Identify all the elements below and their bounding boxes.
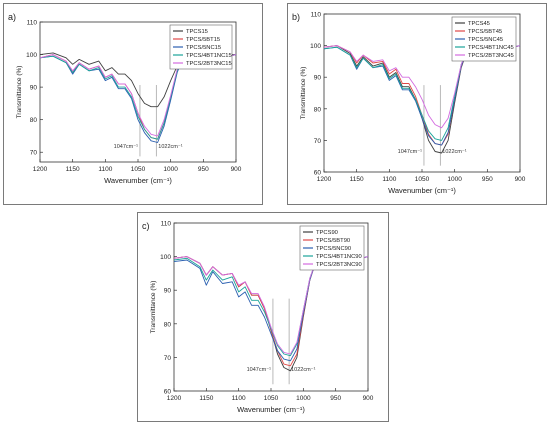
y-tick-label: 80 [164, 321, 172, 328]
y-tick-label: 90 [314, 75, 322, 82]
legend-label: TPCS/5NC15 [186, 45, 221, 51]
chart-panel-c: c) 60 70 80 90 100 110 1200 1150 1100 1050 1000 950… [137, 212, 389, 422]
legend-label: TPCS45 [468, 21, 490, 27]
x-tick-label: 1100 [98, 166, 112, 173]
annotation-label: 1047cm⁻¹ [247, 367, 271, 373]
x-tick-label: 1050 [131, 166, 146, 173]
y-tick-label: 60 [314, 170, 322, 177]
legend-label: TPCS/5NC90 [316, 246, 351, 252]
series-line [173, 254, 369, 372]
x-tick-label: 1150 [66, 166, 80, 173]
y-tick-label: 60 [164, 389, 172, 396]
series-line [173, 254, 369, 362]
chart-panel-a: a) 70 80 90 100 110 1200 1150 1100 1050 1000 950 90… [3, 3, 263, 205]
x-tick-label: 1000 [447, 176, 462, 183]
legend-label: TPCS/2BT3NC45 [468, 53, 514, 59]
x-axis-label: Wavenumber (cm⁻¹) [237, 405, 305, 414]
legend-label: TPCS/5BT90 [316, 238, 350, 244]
y-tick-label: 70 [164, 355, 172, 362]
y-axis-label: Transmittance (%) [16, 66, 23, 119]
chart-panel-b: b) 60 70 80 90 100 110 1200 1150 1100 1050 1000 950… [287, 3, 547, 205]
y-tick-label: 90 [164, 288, 172, 295]
x-axis-label: Wavenumber (cm⁻¹) [104, 176, 172, 185]
legend-label: TPCS/5NC45 [468, 37, 503, 43]
legend-label: TPCS90 [316, 230, 338, 236]
y-tick-label: 100 [26, 52, 37, 59]
legend-label: TPCS15 [186, 29, 208, 35]
x-tick-label: 1150 [350, 176, 364, 183]
legend-label: TPCS/5BT15 [186, 37, 220, 43]
y-tick-label: 100 [310, 43, 321, 50]
series-line [173, 254, 369, 367]
x-tick-label: 1050 [264, 395, 279, 402]
y-tick-label: 110 [311, 12, 322, 19]
legend-label: TPCS/5BT45 [468, 29, 502, 35]
legend-label: TPCS/4BT1NC45 [468, 45, 514, 51]
legend-label: TPCS/2BT3NC90 [316, 262, 362, 268]
x-tick-label: 1200 [317, 176, 332, 183]
x-tick-label: 1200 [167, 395, 182, 402]
x-tick-label: 900 [515, 176, 526, 183]
panel-label: a) [8, 12, 17, 22]
panel-label: c) [142, 221, 150, 231]
legend-label: TPCS/4BT1NC90 [316, 254, 362, 260]
panel-label: b) [292, 12, 301, 22]
x-tick-label: 950 [482, 176, 493, 183]
x-tick-label: 950 [330, 395, 341, 402]
annotation-label: 1022cm⁻¹ [442, 149, 466, 155]
x-tick-label: 900 [231, 166, 242, 173]
legend-label: TPCS/4BT1NC15 [186, 53, 232, 59]
y-tick-label: 110 [27, 20, 38, 27]
x-tick-label: 1050 [415, 176, 430, 183]
annotation-label: 1047cm⁻¹ [114, 144, 138, 150]
y-axis-label: Transmittance (%) [300, 67, 307, 120]
y-tick-label: 80 [314, 106, 322, 113]
y-axis-label: Transmittance (%) [150, 281, 157, 334]
x-tick-label: 950 [198, 166, 209, 173]
x-tick-label: 1000 [296, 395, 311, 402]
annotation-label: 1022cm⁻¹ [291, 367, 315, 373]
x-axis-label: Wavenumber (cm⁻¹) [388, 186, 456, 195]
y-tick-label: 110 [161, 221, 172, 228]
x-tick-label: 900 [363, 395, 374, 402]
legend-label: TPCS/2BT3NC15 [186, 61, 232, 67]
ftir-chart-b: 60 70 80 90 100 110 1200 1150 1100 1050 1000 950 900… [300, 12, 526, 196]
y-tick-label: 80 [30, 117, 38, 124]
y-tick-label: 100 [160, 254, 171, 261]
x-tick-label: 1100 [232, 395, 246, 402]
x-tick-label: 1000 [163, 166, 178, 173]
annotation-label: 1047cm⁻¹ [398, 149, 422, 155]
x-tick-label: 1200 [33, 166, 48, 173]
y-tick-label: 70 [314, 138, 322, 145]
ftir-chart-a: 70 80 90 100 110 1200 1150 1100 1050 1000 950 900 Wa… [16, 20, 242, 186]
y-tick-label: 90 [30, 85, 38, 92]
x-tick-label: 1150 [199, 395, 213, 402]
annotation-label: 1022cm⁻¹ [158, 144, 182, 150]
x-tick-label: 1100 [382, 176, 396, 183]
ftir-chart-c: 60 70 80 90 100 110 1200 1150 1100 1050 1000 950 900… [150, 221, 374, 415]
y-tick-label: 70 [30, 150, 38, 157]
